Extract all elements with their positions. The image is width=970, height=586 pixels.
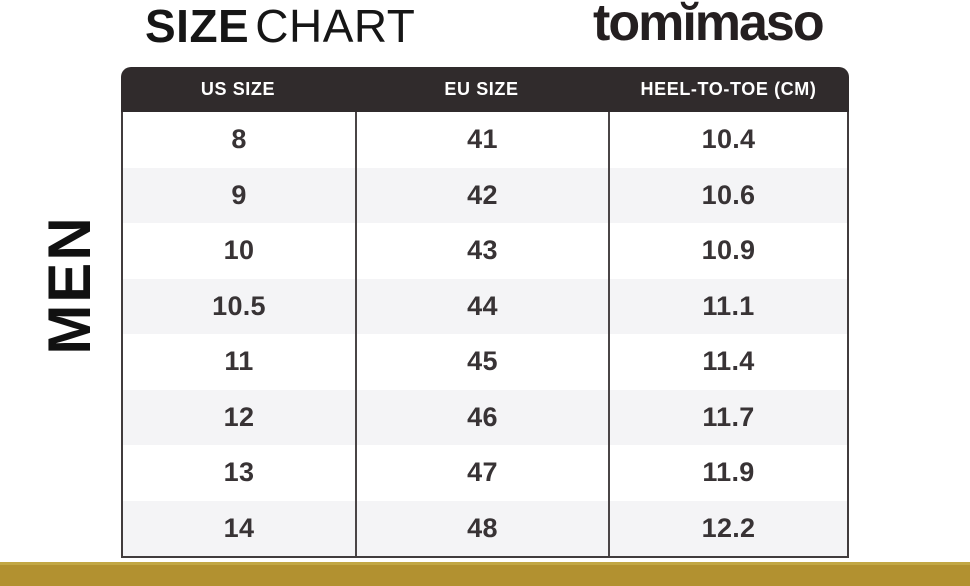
table-row: 10 43 10.9 [123, 223, 847, 279]
us-size-cell: 14 [223, 512, 255, 543]
column-header-heel-to-toe: HEEL-TO-TOE (CM) [640, 79, 817, 99]
page-title-regular: CHART [255, 0, 416, 52]
us-size-cell: 11 [224, 346, 254, 377]
us-size-cell: 12 [223, 401, 255, 432]
us-size-cell: 10 [223, 235, 255, 266]
page-title: SIZE CHART [145, 1, 415, 51]
table-header-row: US SIZE EU SIZE HEEL-TO-TOE (CM) [121, 67, 849, 112]
eu-size-cell: 43 [355, 223, 608, 279]
us-size-cell: 9 [231, 179, 247, 210]
heel-to-toe-cell: 11.9 [608, 445, 847, 501]
eu-size-cell: 46 [355, 389, 608, 445]
table-row: 12 46 11.7 [123, 389, 847, 445]
heel-to-toe-cell: 11.7 [608, 389, 847, 445]
eu-size-cell: 47 [355, 445, 608, 501]
heel-to-toe-cell: 10.9 [608, 223, 847, 279]
heel-to-toe-cell: 10.6 [608, 167, 847, 223]
brand-logo: tomĭmaso [593, 0, 825, 52]
eu-size-cell: 42 [355, 167, 608, 223]
table-row: 10.5 44 11.1 [123, 278, 847, 334]
bottom-accent-bar [0, 562, 970, 586]
us-size-cell: 8 [231, 124, 247, 155]
heel-to-toe-cell: 11.1 [608, 278, 847, 334]
eu-size-cell: 41 [355, 112, 608, 168]
us-size-cell: 13 [223, 457, 255, 488]
table-row: 8 41 10.4 [123, 112, 847, 168]
page-title-bold: SIZE [145, 0, 250, 52]
eu-size-cell: 48 [355, 500, 608, 556]
table-row: 11 45 11.4 [123, 334, 847, 390]
table-row: 13 47 11.9 [123, 445, 847, 501]
column-header-us-size: US SIZE [200, 79, 276, 99]
us-size-cell: 10.5 [212, 290, 266, 321]
column-header-eu-size: EU SIZE [444, 79, 519, 99]
eu-size-cell: 45 [355, 334, 608, 390]
table-row: 14 48 12.2 [123, 500, 847, 556]
size-chart-table: US SIZE EU SIZE HEEL-TO-TOE (CM) 8 41 10… [121, 67, 849, 558]
heel-to-toe-cell: 11.4 [608, 334, 847, 390]
section-label-men: MEN [36, 215, 103, 355]
heel-to-toe-cell: 12.2 [608, 500, 847, 556]
heel-to-toe-cell: 10.4 [608, 112, 847, 168]
eu-size-cell: 44 [355, 278, 608, 334]
table-body: 8 41 10.4 9 42 10.6 10 43 10.9 10.5 44 1… [121, 112, 849, 558]
table-row: 9 42 10.6 [123, 167, 847, 223]
